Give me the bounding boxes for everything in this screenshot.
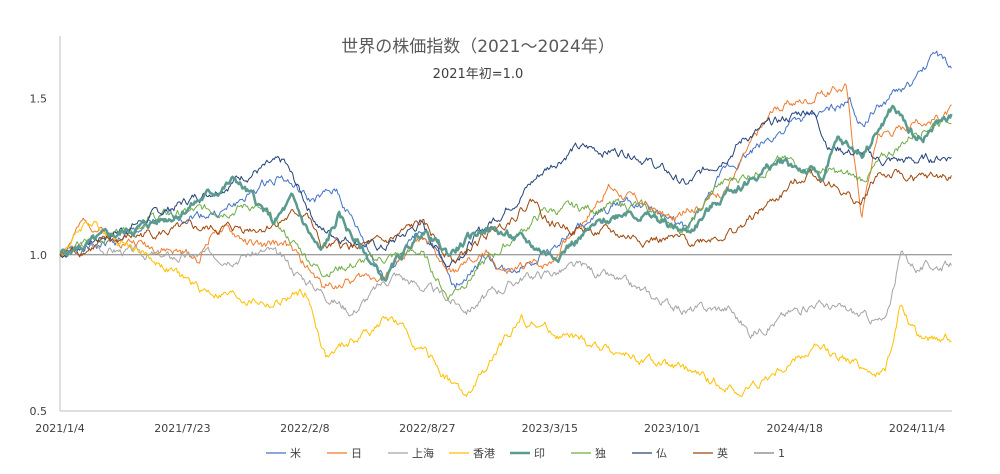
- legend-label: 1: [778, 447, 785, 460]
- y-tick-label: 0.5: [30, 405, 48, 418]
- legend-label: 日: [351, 447, 362, 460]
- series-line-1: [59, 83, 952, 290]
- x-tick-label: 2022/8/27: [399, 422, 455, 435]
- series-line-4: [59, 104, 953, 282]
- series-line-7: [59, 168, 952, 264]
- series-line-2: [59, 241, 952, 339]
- legend-label: 米: [290, 447, 301, 460]
- legend-label: 英: [717, 446, 728, 460]
- legend: 米 日 上海 香港 印 独 仏 英 1: [266, 446, 785, 460]
- x-tick-label: 2024/11/4: [889, 422, 945, 435]
- x-axis-ticks: 2021/1/4 2021/7/23 2022/2/8 2022/8/27 2023/3…: [35, 422, 945, 435]
- legend-label: 印: [534, 447, 545, 460]
- legend-label: 上海: [412, 446, 434, 460]
- legend-label: 独: [595, 447, 606, 460]
- x-tick-label: 2021/7/23: [154, 422, 210, 435]
- chart-title: 世界の株価指数（2021～2024年）: [341, 37, 615, 57]
- y-tick-label: 1.0: [30, 249, 48, 262]
- series-line-3: [59, 220, 952, 397]
- x-tick-label: 2021/1/4: [35, 422, 84, 435]
- legend-label: 香港: [473, 447, 495, 460]
- legend-label: 仏: [656, 447, 667, 460]
- y-axis-ticks: 0.5 1.0 1.5: [30, 93, 48, 419]
- x-tick-label: 2023/3/15: [522, 422, 578, 435]
- chart-subtitle: 2021年初=1.0: [433, 67, 524, 82]
- series-line-6: [59, 109, 952, 268]
- x-tick-label: 2023/10/1: [644, 422, 700, 435]
- plot-area: [59, 50, 953, 397]
- series-line-0: [59, 50, 952, 289]
- x-tick-label: 2022/2/8: [280, 422, 329, 435]
- x-tick-label: 2024/4/18: [766, 422, 822, 435]
- y-tick-label: 1.5: [30, 93, 48, 106]
- series-line-5: [59, 117, 952, 301]
